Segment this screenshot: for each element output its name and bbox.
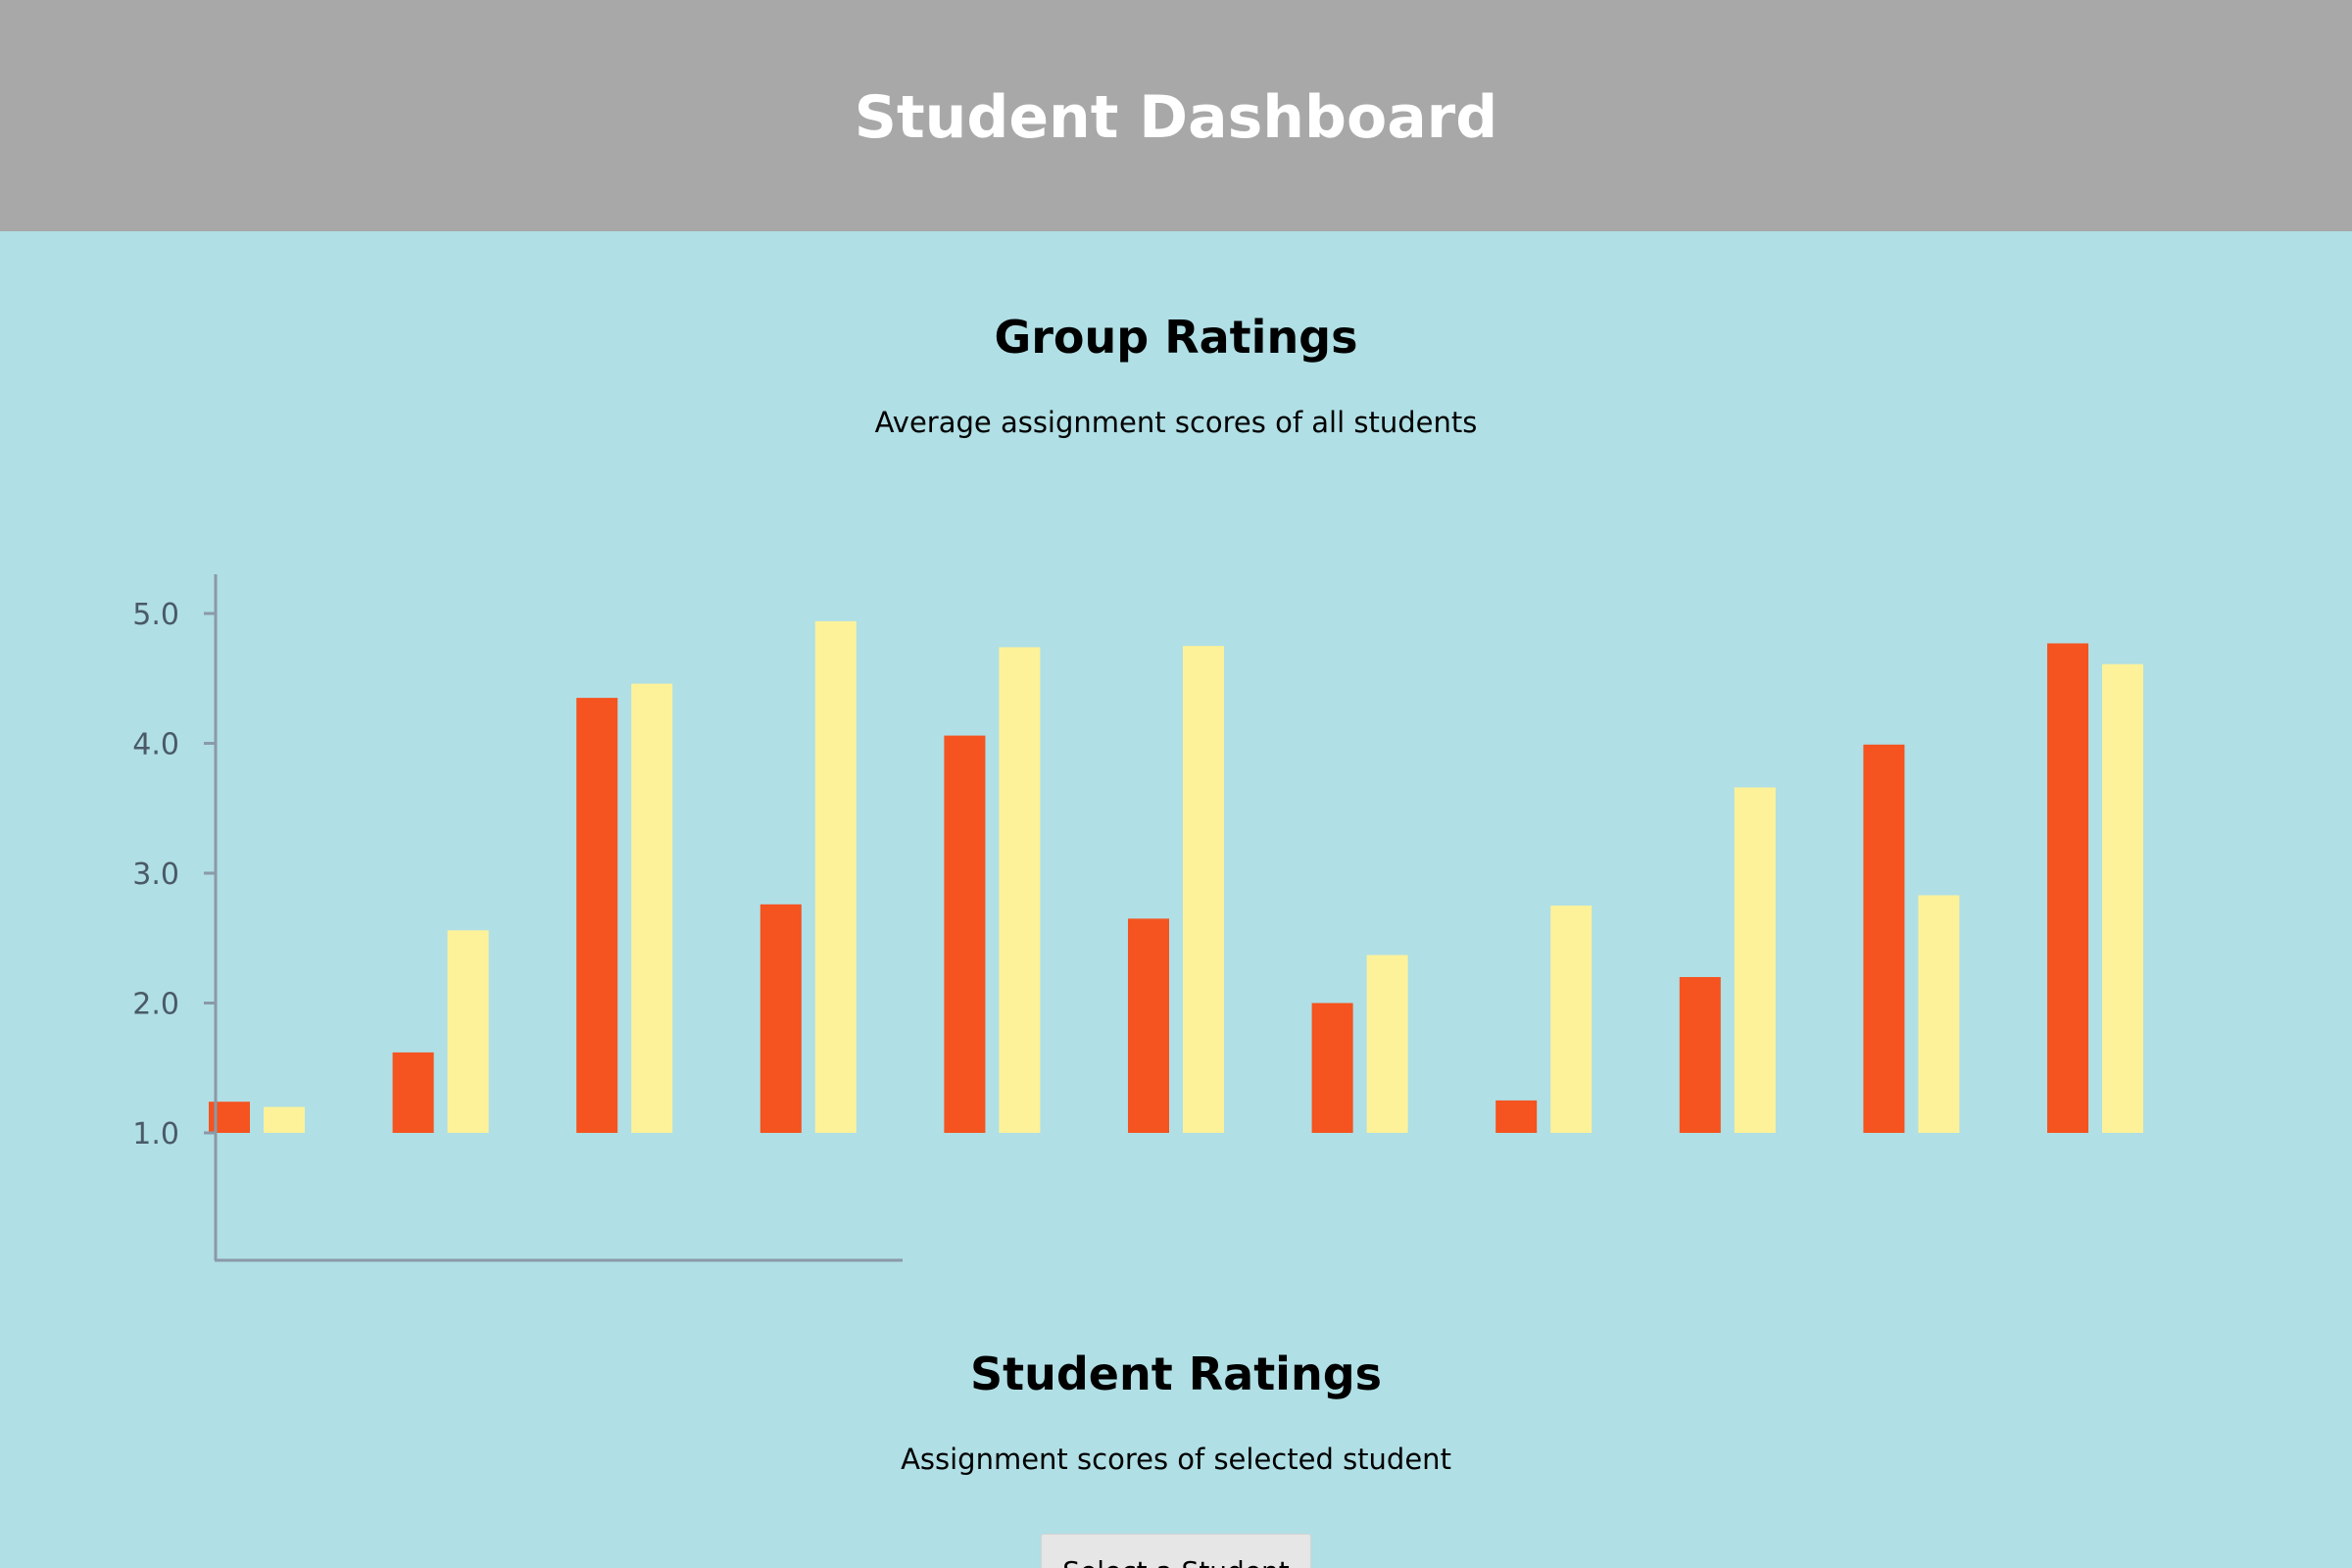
group-ratings-title: Group Ratings <box>994 311 1358 364</box>
bar-series-1-group-2 <box>392 1052 434 1133</box>
header: Student Dashboard <box>0 0 2352 231</box>
bar-series-2-group-1 <box>264 1106 305 1133</box>
bar-series-1-group-8 <box>1495 1100 1538 1133</box>
bar-series-1-group-3 <box>576 698 618 1133</box>
chart-bars <box>209 620 2143 1133</box>
chart-tick-labels: 1.0 2.0 3.0 4.0 5.0 <box>132 598 216 1152</box>
bar-series-2-group-11 <box>2102 663 2143 1133</box>
bar-series-2-group-6 <box>1183 646 1224 1133</box>
select-student-button[interactable]: Select a Student <box>1041 1534 1311 1568</box>
page-title: Student Dashboard <box>854 83 1498 152</box>
y-tick-label: 1.0 <box>132 1117 179 1152</box>
bar-series-1-group-5 <box>944 735 986 1133</box>
bar-series-1-group-11 <box>2047 643 2088 1133</box>
bar-series-2-group-4 <box>814 620 857 1133</box>
student-ratings-subtitle: Assignment scores of selected student <box>901 1443 1451 1476</box>
y-tick-label: 2.0 <box>132 988 179 1022</box>
bar-series-1-group-10 <box>1863 744 1905 1133</box>
bar-series-1-group-7 <box>1311 1003 1353 1133</box>
bar-series-2-group-5 <box>999 647 1041 1133</box>
y-tick-label: 5.0 <box>132 598 179 632</box>
bar-series-2-group-2 <box>447 930 489 1133</box>
bar-series-1-group-4 <box>760 904 802 1133</box>
bar-series-2-group-7 <box>1366 955 1408 1133</box>
bar-series-2-group-9 <box>1734 787 1776 1133</box>
bar-series-1-group-6 <box>1128 918 1169 1133</box>
y-tick-label: 3.0 <box>132 858 179 892</box>
y-tick-label: 4.0 <box>132 728 179 762</box>
bar-series-2-group-8 <box>1550 906 1592 1133</box>
student-ratings-title: Student Ratings <box>969 1348 1383 1400</box>
bar-series-1-group-9 <box>1679 977 1721 1133</box>
bar-series-2-group-10 <box>1918 895 1960 1133</box>
group-ratings-chart: 1.0 2.0 3.0 4.0 5.0 <box>132 574 2143 1262</box>
bar-series-2-group-3 <box>631 683 673 1133</box>
group-ratings-subtitle: Average assignment scores of all student… <box>874 406 1478 439</box>
